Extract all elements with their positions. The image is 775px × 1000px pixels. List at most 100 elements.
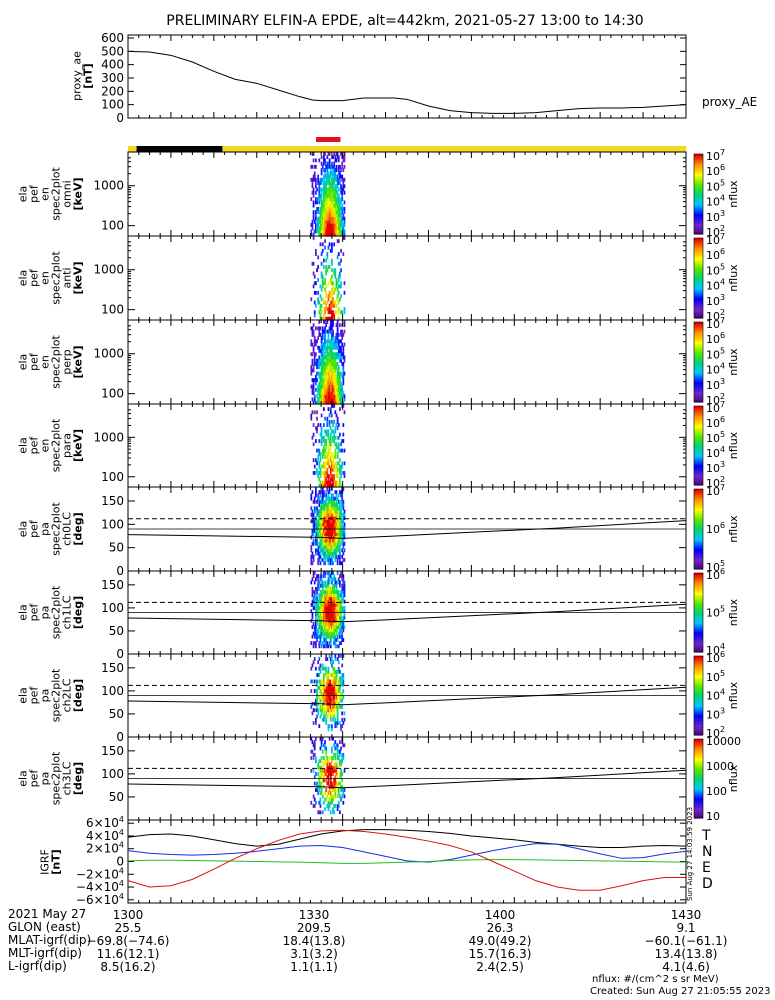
pa-ch0LC-cell (329, 541, 332, 546)
pa-ch3LC-cell (333, 788, 336, 792)
en-omni-cell (326, 216, 329, 221)
pa-ch2LC-cell (332, 708, 334, 713)
pa-ch1LC-cell (317, 628, 320, 633)
en-anti-cell (336, 255, 339, 260)
en-omni-cell (321, 216, 324, 221)
pa-ch2LC-cell (328, 682, 331, 687)
en-anti-colorbar-cell (694, 266, 703, 269)
en-para-cell (336, 426, 339, 431)
en-anti-cell (320, 303, 323, 308)
en-omni-cell (324, 216, 326, 221)
en-omni-cell (329, 187, 332, 192)
pa-ch3LC-cell (334, 784, 337, 789)
en-omni-cell (332, 229, 334, 234)
pa-ch0LC-cell (319, 529, 322, 533)
en-omni-cell (333, 223, 336, 227)
en-perp-colorbar-cell (694, 322, 703, 325)
en-omni-cell (323, 223, 325, 227)
en-omni-colorbar-cell (694, 226, 703, 229)
pa-ch0LC-ytick-label: 50 (109, 541, 124, 555)
pa-ch2LC-cell (327, 673, 330, 677)
pa-ch1LC-colorbar-cell (694, 592, 703, 596)
en-perp-cell (321, 391, 324, 395)
en-omni-cell (325, 206, 328, 211)
pa-ch2LC-cell (336, 657, 339, 661)
pa-ch2LC-cell (329, 660, 332, 665)
pa-ch0LC-cell (333, 525, 336, 530)
pa-ch3LC-cell (310, 749, 313, 754)
pa-ch1LC-cell (335, 612, 338, 617)
en-anti-cell (326, 300, 329, 305)
pa-ch3LC-colorbar-cell (694, 806, 703, 809)
en-perp-cell (328, 371, 331, 376)
en-para-cell (342, 439, 345, 443)
pa-ch0LC-cell (328, 532, 331, 537)
pa-ch0LC-colorbar-cell (694, 505, 703, 508)
pa-ch2LC-cell (310, 666, 313, 671)
en-perp-cell (333, 371, 336, 376)
en-perp-cell (312, 387, 315, 392)
pa-ch2LC-cell (319, 663, 322, 668)
pa-ch0LC-cell (312, 499, 315, 504)
en-omni-cell (317, 181, 320, 185)
en-perp-cell (318, 394, 321, 399)
en-perp-cell (320, 339, 323, 344)
pa-ch1LC-cell (317, 606, 320, 610)
pa-ch1LC-ytick-label: 50 (109, 624, 124, 638)
en-para-cell (334, 467, 337, 472)
en-perp-colorbar-cell (694, 396, 703, 399)
en-omni-cell (323, 229, 325, 234)
en-para-cell (328, 480, 331, 485)
pa-ch1LC-cell (321, 622, 324, 626)
en-omni-cell (327, 197, 330, 202)
en-anti-xticks (127, 236, 687, 320)
pa-ch0LC-cell (323, 516, 325, 520)
pa-ch3LC-cell (325, 746, 328, 751)
en-perp-cell (327, 387, 330, 392)
pa-ch1LC-colorbar-cell (694, 646, 703, 649)
pa-ch1LC-cell (325, 590, 328, 594)
pa-ch3LC-cell (326, 756, 329, 760)
en-omni-cell (324, 187, 326, 192)
pa-ch1LC-cell (333, 583, 336, 588)
en-anti-cell (321, 248, 324, 253)
en-para-cell (316, 410, 318, 415)
pa-ch1LC-cell (315, 644, 317, 649)
pa-ch0LC-cell (318, 551, 321, 556)
pa-ch3LC-cell (334, 791, 337, 796)
en-omni-cell (340, 219, 342, 224)
pa-ch1LC-cell (310, 580, 313, 585)
pa-ch2LC-cell (325, 669, 328, 674)
en-perp-cell (328, 400, 331, 405)
pa-ch2LC-cell (333, 698, 336, 703)
en-para-cell (321, 480, 324, 485)
en-omni-cell (329, 200, 332, 205)
pa-ch0LC-colorbar-cell (694, 543, 703, 546)
en-para-cell (320, 435, 323, 440)
pa-ch3LC-cell (343, 743, 346, 748)
en-perp-cell (321, 329, 324, 334)
en-para-cell (329, 477, 332, 482)
en-anti-cell (325, 258, 328, 263)
en-para-cell (325, 429, 328, 434)
en-perp-cell (325, 358, 328, 363)
en-omni-cell (335, 232, 338, 237)
pa-ch0LC-cell (321, 496, 324, 501)
pa-ch1LC-cell (327, 634, 330, 639)
pa-ch0LC-colorbar-cell (694, 527, 703, 530)
pa-ch2LC-ylabel-line: ela (17, 687, 30, 704)
en-perp-cell (336, 391, 339, 395)
en-para-cell (333, 455, 336, 459)
pa-ch1LC-cell (310, 609, 313, 614)
pa-ch3LC-cell (329, 810, 332, 815)
en-omni-cell (321, 203, 324, 208)
en-para-colorbar-cell (694, 413, 703, 417)
en-omni-cell (324, 171, 326, 176)
en-anti-colorbar-cell (694, 254, 703, 257)
en-para-colorbar-cell (694, 447, 703, 451)
pa-ch0LC-cell (342, 516, 345, 520)
en-perp-cell (323, 355, 325, 360)
pa-ch0LC-cell (328, 499, 331, 504)
en-anti-cell (312, 284, 315, 289)
pa-ch2LC-colorbar-cell (694, 679, 703, 683)
